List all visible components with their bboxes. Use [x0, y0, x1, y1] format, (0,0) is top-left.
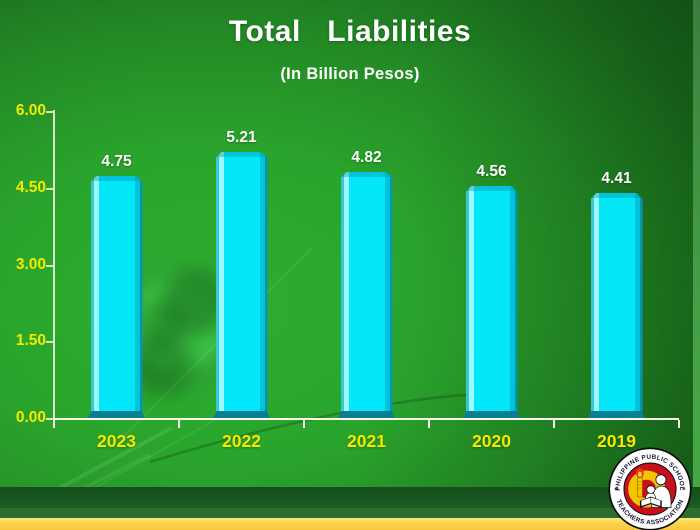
x-axis-tick — [553, 420, 555, 428]
bar-value-label-2020: 4.56 — [476, 163, 507, 180]
teacher-and-child-figures — [639, 474, 672, 508]
x-axis-line — [54, 418, 679, 420]
bar-value-label-2021: 4.82 — [351, 149, 382, 166]
x-axis-tick — [678, 420, 680, 428]
category-label-2023: 2023 — [97, 431, 136, 451]
category-label-2021: 2021 — [347, 431, 386, 451]
bar-2023 — [91, 176, 143, 419]
chart-subtitle: (In Billion Pesos) — [280, 65, 420, 83]
y-axis-tick — [46, 111, 54, 113]
bar-base-2020 — [462, 411, 521, 419]
footer-band-mid-green — [0, 508, 700, 518]
category-label-2022: 2022 — [222, 431, 261, 451]
y-axis-tick — [46, 264, 54, 267]
y-tick-label-4.50: 4.50 — [15, 178, 46, 196]
bar-base-2022 — [212, 411, 271, 419]
y-tick-label-0.00: 0.00 — [15, 409, 46, 426]
y-tick-label-1.50: 1.50 — [15, 332, 46, 350]
bar-2019 — [591, 193, 643, 419]
x-axis-tick — [428, 420, 430, 428]
right-edge-light-strip — [693, 0, 700, 487]
bar-value-label-2023: 4.75 — [101, 153, 132, 170]
x-axis-tick — [178, 420, 180, 428]
y-axis-tick — [46, 341, 54, 344]
bar-value-label-2022: 5.21 — [226, 129, 257, 146]
bar-2021 — [341, 172, 393, 419]
bar-value-label-2019: 4.41 — [601, 170, 632, 187]
bar-base-2021 — [337, 411, 396, 419]
bar-base-2019 — [587, 411, 646, 419]
bar-2022 — [216, 152, 268, 419]
footer-band-dark-green — [0, 487, 700, 508]
y-axis-line — [53, 110, 55, 420]
logo-separator-left — [614, 488, 618, 490]
bar-2020 — [466, 186, 518, 419]
y-axis-tick — [46, 418, 54, 420]
y-tick-label-3.00: 3.00 — [15, 255, 46, 273]
category-label-2019: 2019 — [597, 431, 636, 451]
y-tick-label-6.00: 6.00 — [15, 102, 46, 119]
bar-base-2023 — [87, 411, 146, 419]
ppsta-logo: PHILIPPINE PUBLIC SCHOOL TEACHERS ASSOCI… — [608, 447, 692, 530]
logo-separator-right — [682, 488, 686, 490]
chart-title: Total Liabilities — [228, 15, 472, 48]
y-axis-tick — [46, 187, 54, 190]
x-axis-tick — [53, 420, 55, 428]
x-axis-tick — [303, 420, 305, 428]
torch-icon — [636, 468, 644, 498]
category-label-2020: 2020 — [472, 431, 511, 451]
footer-band-yellow — [0, 518, 700, 530]
